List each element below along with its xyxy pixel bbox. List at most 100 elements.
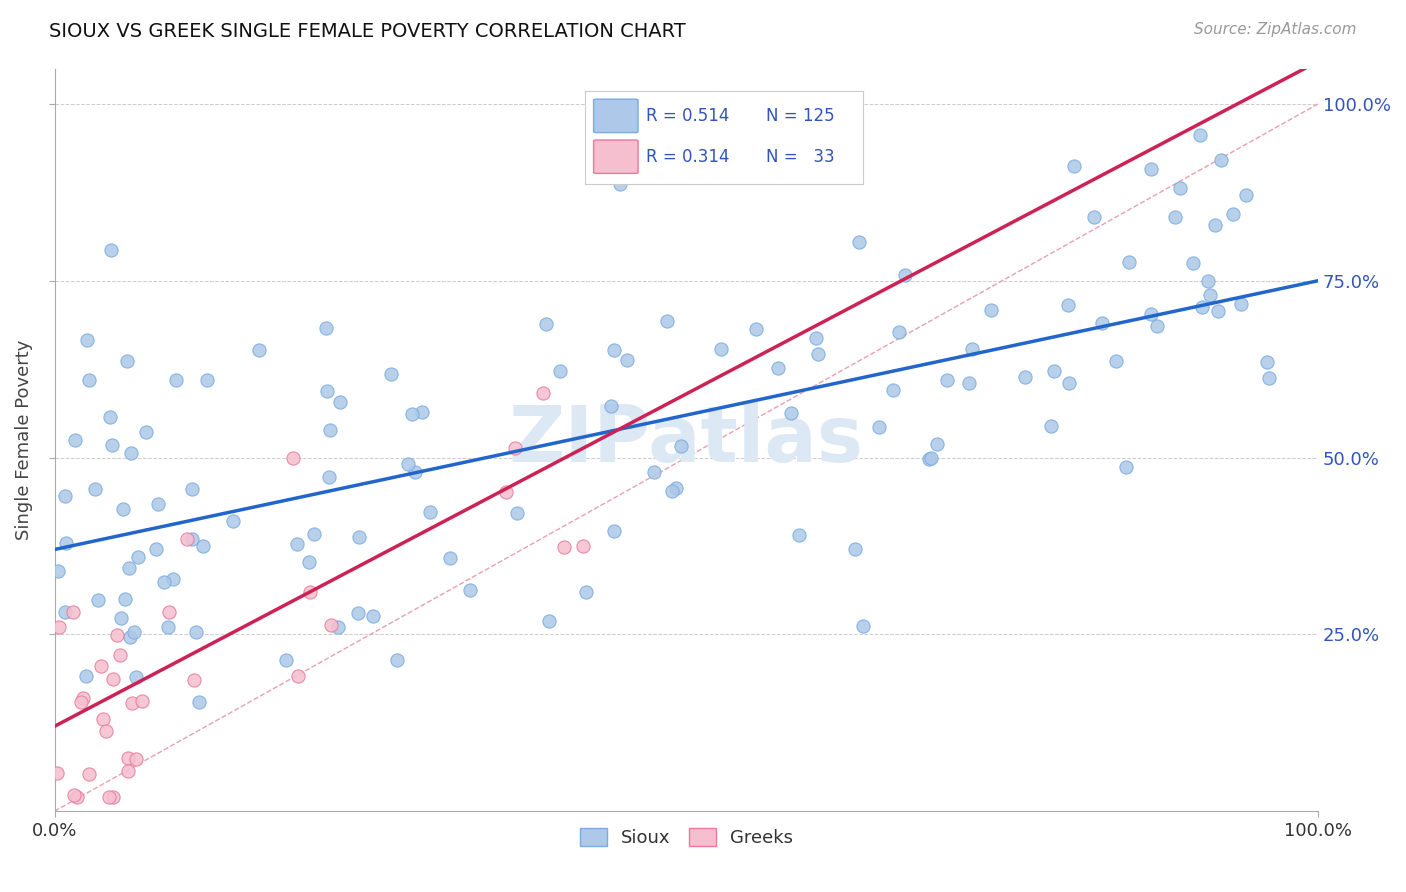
Point [105,628,128,642]
Point [287,669,309,683]
Point [548,364,571,378]
Point [411,405,433,419]
Point [131,693,153,707]
Point [195,374,218,388]
Point [103,672,125,686]
Point [852,619,875,633]
Point [329,394,352,409]
Point [315,384,337,398]
Point [1115,460,1137,475]
Point [120,446,142,460]
Point [1040,418,1063,433]
Point [404,466,426,480]
Point [84,482,107,496]
Point [117,750,139,764]
Point [643,465,665,479]
Point [191,539,214,553]
Point [125,670,148,684]
Point [101,438,124,452]
Point [553,541,575,555]
Point [868,419,890,434]
Point [77,767,100,781]
Point [87,593,110,607]
Point [157,605,180,619]
Point [117,764,139,779]
Point [787,528,810,542]
Point [1234,188,1257,202]
Point [321,617,343,632]
Point [401,407,423,421]
Point [1182,256,1205,270]
Point [1118,254,1140,268]
Point [46,564,69,578]
Point [181,482,204,496]
Point [887,325,910,339]
Point [98,410,121,425]
Point [882,383,904,397]
Point [572,539,595,553]
Point [1204,218,1226,232]
Point [710,342,733,356]
Point [91,712,114,726]
Point [63,788,86,802]
Point [1198,287,1220,301]
Point [1057,376,1080,391]
Point [247,343,270,358]
Y-axis label: Single Female Poverty: Single Female Poverty [15,340,32,540]
Legend: Sioux, Greeks: Sioux, Greeks [572,821,800,855]
Point [495,484,517,499]
Point [183,673,205,687]
Point [599,399,621,413]
Point [380,367,402,381]
Point [1164,211,1187,225]
Point [1257,371,1279,385]
Point [575,584,598,599]
Text: Source: ZipAtlas.com: Source: ZipAtlas.com [1194,22,1357,37]
Text: SIOUX VS GREEK SINGLE FEMALE POVERTY CORRELATION CHART: SIOUX VS GREEK SINGLE FEMALE POVERTY COR… [49,22,686,41]
Point [55,536,77,550]
Point [844,542,866,557]
Point [90,659,112,673]
Point [145,542,167,557]
Point [55,489,77,503]
Point [165,373,187,387]
Point [276,653,298,667]
Point [187,695,209,709]
Point [53,606,76,620]
Point [419,505,441,519]
Point [439,551,461,566]
Point [72,690,94,705]
Point [1091,316,1114,330]
Point [127,549,149,564]
Point [326,620,349,634]
Point [744,322,766,336]
Point [319,423,342,437]
Point [315,320,337,334]
Point [957,376,980,390]
Point [181,532,204,546]
Point [347,606,370,620]
Point [222,514,245,528]
Point [100,243,122,257]
Point [603,343,626,357]
Point [108,648,131,662]
Point [1139,307,1161,321]
Point [1256,355,1278,369]
Point [1191,300,1213,314]
Point [398,457,420,471]
Point [1083,210,1105,224]
Point [1104,354,1126,368]
Point [79,373,101,387]
Point [655,314,678,328]
Point [960,342,983,356]
Point [1014,370,1036,384]
Point [536,317,558,331]
Point [281,450,304,465]
Point [1189,128,1212,143]
Point [1146,318,1168,333]
Point [298,556,321,570]
Point [162,572,184,586]
Point [103,790,125,805]
Point [893,268,915,283]
Point [48,620,70,634]
